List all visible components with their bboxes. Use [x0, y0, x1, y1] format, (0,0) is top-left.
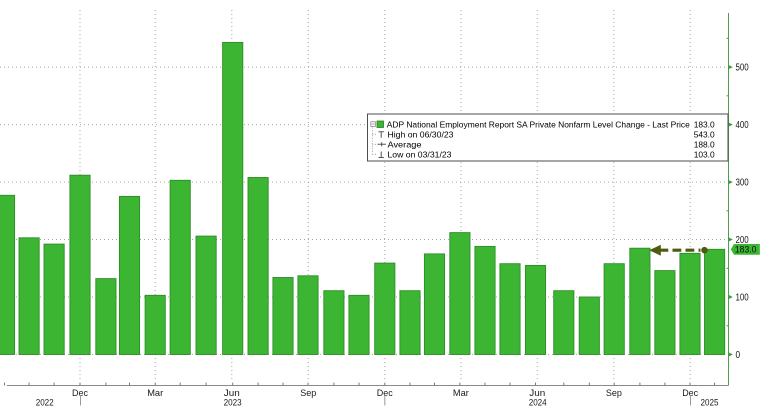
svg-text:Jun: Jun [529, 388, 545, 399]
svg-text:Low on 03/31/23: Low on 03/31/23 [388, 149, 452, 159]
svg-text:Mar: Mar [453, 388, 469, 399]
svg-text:2022: 2022 [36, 398, 54, 409]
svg-text:Dec: Dec [682, 388, 698, 399]
svg-text:300: 300 [736, 178, 750, 189]
svg-text:Sep: Sep [300, 388, 316, 399]
svg-text:Dec: Dec [72, 388, 88, 399]
svg-text:Average: Average [388, 139, 422, 149]
svg-text:ADP National Employment Report: ADP National Employment Report SA Privat… [387, 119, 690, 129]
svg-text:2025: 2025 [701, 398, 719, 409]
svg-text:100: 100 [736, 293, 750, 304]
svg-text:Dec: Dec [377, 388, 393, 399]
svg-text:183.0: 183.0 [694, 119, 715, 129]
svg-text:2024: 2024 [529, 398, 547, 409]
svg-text:Jun: Jun [224, 388, 240, 399]
svg-text:High on 06/30/23: High on 06/30/23 [388, 129, 454, 139]
svg-text:103.0: 103.0 [694, 149, 715, 159]
svg-text:188.0: 188.0 [694, 139, 715, 149]
svg-text:543.0: 543.0 [694, 129, 715, 139]
svg-text:0: 0 [736, 350, 741, 361]
svg-text:183.0: 183.0 [735, 245, 757, 255]
svg-text:200: 200 [736, 235, 750, 246]
svg-text:400: 400 [736, 120, 750, 131]
svg-text:500: 500 [736, 63, 750, 74]
svg-text:Mar: Mar [147, 388, 163, 399]
svg-text:2023: 2023 [224, 398, 242, 409]
svg-text:Sep: Sep [606, 388, 622, 399]
